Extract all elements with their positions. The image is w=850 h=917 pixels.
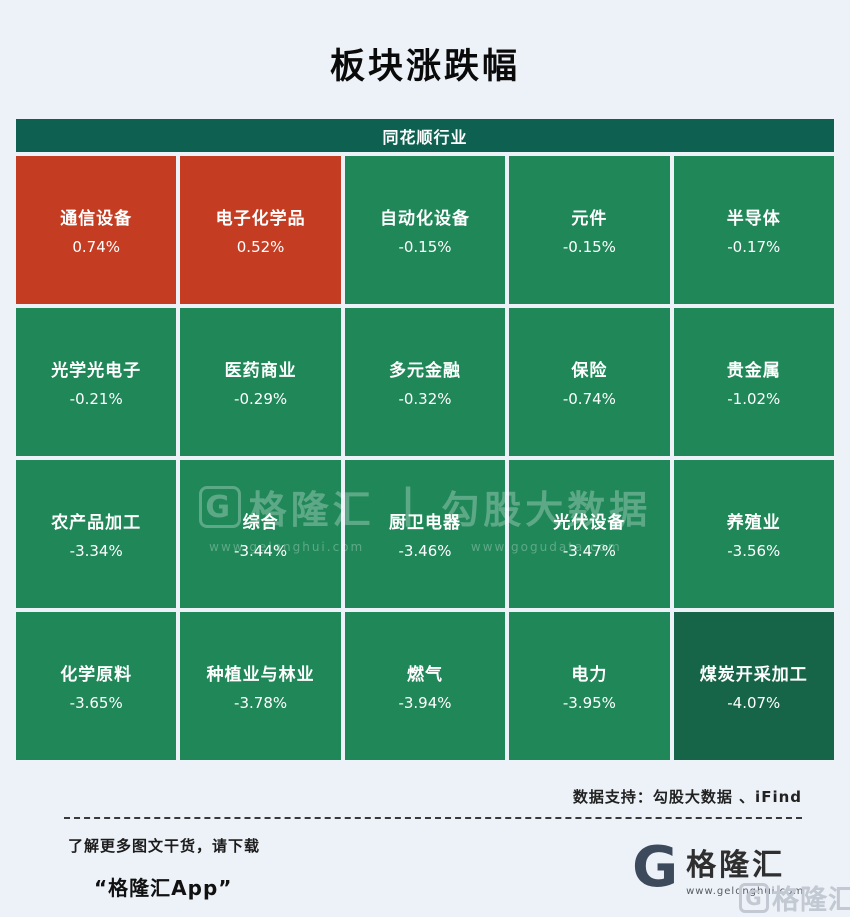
gelonghui-brand-url: www.gelonghui.com	[686, 885, 804, 897]
promo-app-name: “格隆汇App”	[94, 876, 233, 900]
promo-text: 了解更多图文干货，请下载	[68, 837, 261, 855]
sector-name: 多元金融	[388, 361, 461, 381]
sector-change-value: -3.34%	[69, 542, 123, 560]
gelonghui-logo: G 格隆汇 www.gelonghui.com	[632, 834, 804, 900]
sector-change-value: -3.65%	[69, 694, 123, 712]
sector-change-value: -0.29%	[234, 390, 288, 408]
sector-change-value: -3.44%	[234, 542, 288, 560]
sector-tile: 半导体 -0.17%	[673, 156, 834, 304]
sector-name: 煤炭开采加工	[699, 665, 808, 685]
sector-tile: 通信设备 0.74%	[16, 156, 177, 304]
sector-tile: 元件 -0.15%	[509, 156, 670, 304]
sector-change-value: -0.15%	[562, 238, 616, 256]
sector-name: 保险	[571, 361, 608, 381]
sector-name: 厨卫电器	[388, 513, 461, 533]
sector-name: 光学光电子	[51, 361, 142, 381]
sector-change-value: -3.94%	[398, 694, 452, 712]
sector-tile: 农产品加工 -3.34%	[16, 460, 177, 608]
sector-name: 光伏设备	[553, 513, 626, 533]
sector-name: 化学原料	[60, 665, 133, 685]
sector-tile: 光学光电子 -0.21%	[16, 308, 177, 456]
sector-change-value: -0.32%	[398, 390, 452, 408]
sector-name: 贵金属	[726, 361, 781, 381]
sector-tile: 养殖业 -3.56%	[673, 460, 834, 608]
sector-tile: 电力 -3.95%	[509, 612, 670, 760]
sector-change-value: -0.74%	[562, 390, 616, 408]
sector-change-value: -3.78%	[234, 694, 288, 712]
sector-change-value: -1.02%	[727, 390, 781, 408]
sector-name: 养殖业	[726, 513, 781, 533]
sector-change-value: -4.07%	[727, 694, 781, 712]
sector-change-value: -3.56%	[727, 542, 781, 560]
sector-change-value: -3.46%	[398, 542, 452, 560]
sector-tile: 光伏设备 -3.47%	[509, 460, 670, 608]
sector-tile: 多元金融 -0.32%	[344, 308, 506, 456]
sector-tile: 种植业与林业 -3.78%	[180, 612, 341, 760]
data-source-note: 数据支持：勾股大数据 、iFind	[572, 788, 802, 806]
promo-block: 了解更多图文干货，请下载 “格隆汇App”	[68, 835, 260, 901]
gelonghui-logo-g-icon: G	[632, 834, 679, 900]
sector-tile: 保险 -0.74%	[509, 308, 670, 456]
sector-name: 电子化学品	[215, 209, 306, 229]
gelonghui-brand-name: 格隆汇	[686, 847, 786, 883]
heatmap-group-header: 同花顺行业	[16, 119, 834, 152]
sector-name: 综合	[242, 513, 279, 533]
sector-tile: 综合 -3.44%	[180, 460, 341, 608]
sector-tile: 燃气 -3.94%	[344, 612, 506, 760]
sector-change-value: -3.47%	[562, 542, 616, 560]
sector-tile: 厨卫电器 -3.46%	[344, 460, 506, 608]
corner-watermark-text: 格隆汇	[772, 885, 850, 916]
sector-name: 半导体	[726, 209, 781, 229]
sector-change-value: 0.52%	[236, 238, 285, 256]
sector-name: 元件	[571, 209, 608, 229]
sector-tile: 贵金属 -1.02%	[673, 308, 834, 456]
sector-name: 医药商业	[224, 361, 297, 381]
sector-name: 农产品加工	[51, 513, 142, 533]
sector-heatmap: 同花顺行业 通信设备 0.74% 电子化学品 0.52% 自动化设备 -0.15% 元件 -0…	[16, 119, 834, 760]
sector-change-value: -3.95%	[562, 694, 616, 712]
corner-g-icon: G	[739, 882, 769, 913]
dashed-divider	[64, 817, 802, 819]
sector-name: 通信设备	[60, 209, 133, 229]
sector-change-value: -0.15%	[398, 238, 452, 256]
heatmap-grid: 通信设备 0.74% 电子化学品 0.52% 自动化设备 -0.15% 元件 -0.15% 半导…	[16, 156, 834, 760]
sector-name: 自动化设备	[379, 209, 470, 229]
sector-name: 电力	[571, 665, 608, 685]
sector-change-value: 0.74%	[72, 238, 121, 256]
sector-change-value: -0.17%	[727, 238, 781, 256]
sector-change-value: -0.21%	[69, 390, 123, 408]
page-title: 板块涨跌幅	[329, 47, 520, 87]
gelonghui-logo-text: 格隆汇 www.gelonghui.com	[686, 840, 804, 897]
sector-name: 种植业与林业	[206, 665, 315, 685]
sector-name: 燃气	[406, 665, 443, 685]
sector-tile: 自动化设备 -0.15%	[344, 156, 506, 304]
sector-tile: 化学原料 -3.65%	[16, 612, 177, 760]
footer: 了解更多图文干货，请下载 “格隆汇App” G 格隆汇 www.gelonghu…	[68, 835, 804, 901]
sector-tile: 电子化学品 0.52%	[180, 156, 341, 304]
corner-watermark: G 格隆汇	[739, 878, 850, 917]
sector-tile: 医药商业 -0.29%	[180, 308, 341, 456]
sector-tile: 煤炭开采加工 -4.07%	[673, 612, 834, 760]
